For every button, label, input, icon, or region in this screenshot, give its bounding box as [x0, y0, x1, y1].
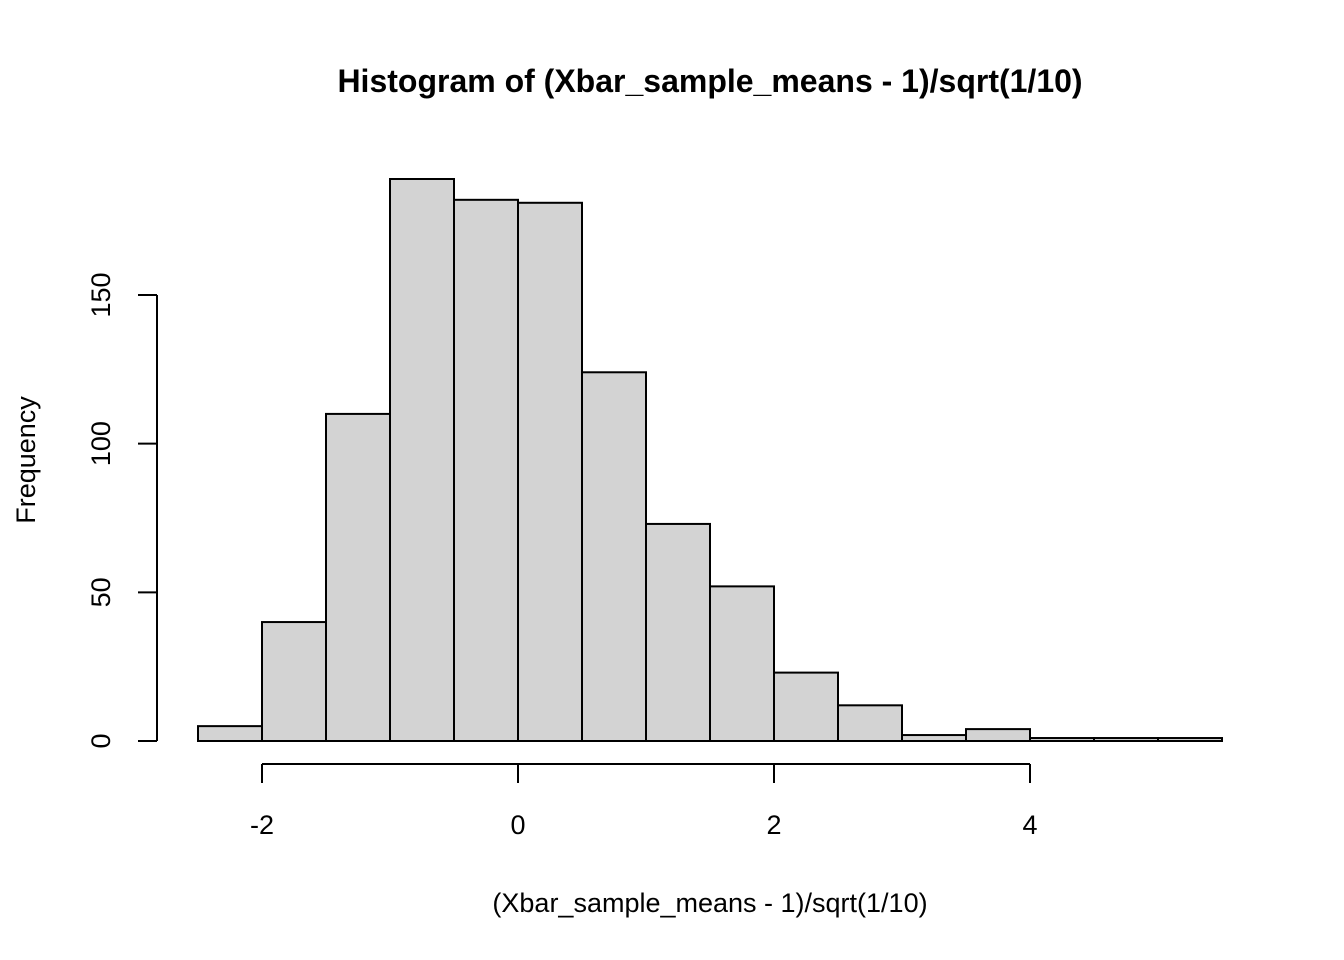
- x-tick-label: 4: [1022, 810, 1037, 840]
- y-tick-label: 50: [86, 577, 116, 607]
- histogram-bar: [773, 671, 839, 742]
- histogram-bar: [197, 725, 263, 742]
- histogram-bar: [965, 728, 1031, 743]
- chart-title: Histogram of (Xbar_sample_means - 1)/sqr…: [337, 63, 1082, 99]
- y-tick-label: 100: [86, 421, 116, 466]
- histogram-bar: [645, 522, 711, 742]
- histogram-bar: [325, 412, 391, 742]
- y-axis: 0 50 100 150: [86, 272, 158, 749]
- histogram-bar: [1157, 737, 1223, 742]
- histogram-bar: [837, 704, 903, 742]
- histogram-bar: [261, 621, 327, 743]
- y-axis-label: Frequency: [11, 396, 41, 524]
- histogram-bar: [709, 585, 775, 743]
- histogram-bar: [901, 734, 967, 743]
- x-axis-label: (Xbar_sample_means - 1)/sqrt(1/10): [492, 888, 927, 918]
- histogram-bar: [389, 178, 455, 742]
- histogram-bar: [517, 201, 583, 743]
- histogram-bar: [453, 198, 519, 742]
- bars-group: [197, 178, 1223, 743]
- x-tick-label: 2: [766, 810, 781, 840]
- histogram-bar: [1029, 737, 1095, 742]
- x-tick-label: -2: [250, 810, 274, 840]
- x-tick-label: 0: [510, 810, 525, 840]
- histogram-bar: [581, 371, 647, 742]
- histogram-bar: [1093, 737, 1159, 742]
- x-axis: -2 0 2 4: [250, 763, 1038, 840]
- y-tick-label: 150: [86, 272, 116, 317]
- y-tick-label: 0: [86, 733, 116, 748]
